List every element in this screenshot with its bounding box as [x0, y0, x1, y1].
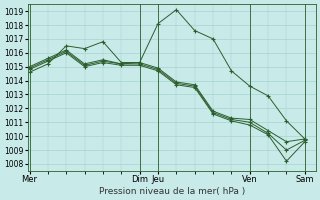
X-axis label: Pression niveau de la mer( hPa ): Pression niveau de la mer( hPa ) [99, 187, 245, 196]
